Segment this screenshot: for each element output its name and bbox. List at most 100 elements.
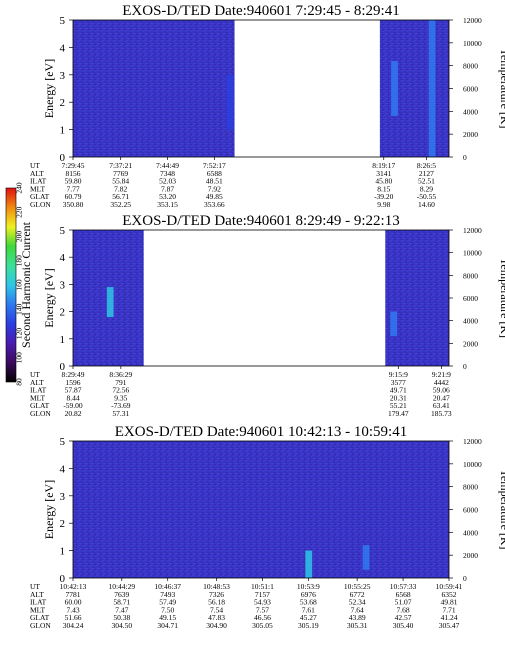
orbit-value: 7.50 — [161, 605, 174, 614]
energy-tick-label: 5 — [60, 225, 66, 237]
temperature-tick-label: 6000 — [463, 294, 478, 303]
orbit-value: 9.35 — [114, 393, 127, 402]
orbit-value: 52.03 — [159, 177, 176, 186]
orbit-value: 7157 — [255, 590, 270, 599]
orbit-row-label: GLAT — [30, 192, 50, 201]
orbit-value: 305.05 — [252, 621, 273, 630]
temperature-tick-label: 10000 — [463, 249, 482, 258]
energy-tick-label: 2 — [60, 97, 66, 109]
orbit-value: 304.50 — [111, 621, 132, 630]
orbit-value: 52.51 — [418, 177, 435, 186]
orbit-value: 54.93 — [254, 598, 271, 607]
orbit-value: 59.80 — [65, 177, 82, 186]
orbit-value: 1596 — [66, 378, 81, 387]
orbit-value: 791 — [115, 378, 127, 387]
orbit-row-label: GLAT — [30, 613, 50, 622]
orbit-value: 304.90 — [206, 621, 227, 630]
orbit-row-label: MLT — [30, 393, 46, 402]
orbit-value: 7.71 — [442, 605, 455, 614]
orbit-row-label: UT — [30, 582, 40, 591]
orbit-row-label: GLON — [30, 200, 51, 209]
panel-title: EXOS-D/TED Date:940601 8:29:49 - 9:22:13 — [122, 213, 399, 229]
orbit-value: 41.24 — [441, 613, 458, 622]
orbit-value: 10:55:25 — [344, 582, 371, 591]
orbit-value: 7.43 — [66, 605, 79, 614]
orbit-value: 7.57 — [256, 605, 269, 614]
energy-tick-label: 3 — [60, 279, 66, 291]
orbit-value: 9:15:9 — [389, 370, 408, 379]
orbit-table: UTALTILATMLTGLATGLON10:42:13778160.007.4… — [30, 582, 463, 630]
orbit-value: 20.47 — [433, 393, 450, 402]
heatmap-feature — [391, 61, 398, 116]
temperature-tick-label: 12000 — [463, 16, 482, 25]
orbit-value: 7.54 — [210, 605, 223, 614]
orbit-value: 51.66 — [65, 613, 82, 622]
orbit-value: 7.92 — [208, 184, 221, 193]
energy-tick-label: 2 — [60, 307, 66, 319]
temperature-tick-label: 12000 — [463, 226, 482, 235]
orbit-value: 305.47 — [439, 621, 460, 630]
orbit-value: 72.56 — [112, 386, 129, 395]
orbit-value: 3141 — [376, 169, 391, 178]
orbit-value: 7:37:21 — [109, 161, 132, 170]
orbit-row-label: ILAT — [30, 177, 47, 186]
orbit-value: 7.64 — [351, 605, 364, 614]
orbit-value: 10:48:53 — [203, 582, 230, 591]
colorbar-tick-label: 120 — [15, 328, 24, 340]
orbit-value: 6976 — [301, 590, 316, 599]
orbit-value: 7:44:49 — [156, 161, 179, 170]
colorbar-tick-label: 100 — [15, 352, 24, 364]
orbit-row-label: GLON — [30, 409, 51, 418]
orbit-value: 60.79 — [65, 192, 82, 201]
orbit-value: 10:44:29 — [108, 582, 135, 591]
orbit-value: 2127 — [419, 169, 434, 178]
orbit-value: 7:52:17 — [203, 161, 226, 170]
panel-3: EXOS-D/TED Date:940601 10:42:13 - 10:59:… — [30, 424, 505, 630]
orbit-value: 6352 — [442, 590, 457, 599]
orbit-value: 56.71 — [112, 192, 129, 201]
energy-tick-label: 0 — [60, 152, 66, 164]
orbit-value: 179.47 — [388, 409, 409, 418]
energy-tick-label: 5 — [60, 436, 66, 448]
orbit-value: 7769 — [113, 169, 128, 178]
energy-axis-label: Energy [eV] — [42, 268, 56, 327]
orbit-value: 8156 — [66, 169, 81, 178]
temperature-tick-label: 4000 — [463, 107, 478, 116]
orbit-value: 47.83 — [208, 613, 225, 622]
orbit-value: 45.27 — [300, 613, 317, 622]
orbit-value: 60.00 — [65, 598, 82, 607]
temperature-tick-label: 8000 — [463, 62, 478, 71]
orbit-value: 50.38 — [113, 613, 130, 622]
orbit-value: 51.07 — [395, 598, 412, 607]
heatmap-feature — [362, 545, 370, 570]
orbit-value: 49.81 — [441, 598, 458, 607]
orbit-row-label: ILAT — [30, 598, 47, 607]
temperature-axis-label: Temperature [K] — [498, 469, 505, 549]
energy-tick-label: 0 — [60, 573, 66, 585]
temperature-tick-label: 6000 — [463, 85, 478, 94]
orbit-value: 63.41 — [433, 401, 450, 410]
temperature-tick-label: 0 — [463, 574, 467, 583]
orbit-value: 10:53:9 — [297, 582, 320, 591]
orbit-value: 305.19 — [298, 621, 319, 630]
orbit-value: 353.15 — [157, 200, 178, 209]
orbit-value: -73.69 — [111, 401, 131, 410]
colorbar-strip — [5, 187, 17, 383]
energy-tick-label: 4 — [60, 463, 66, 475]
orbit-value: 350.80 — [63, 200, 84, 209]
orbit-value: 52.34 — [349, 598, 366, 607]
orbit-value: -59.00 — [63, 401, 83, 410]
orbit-value: 8.15 — [377, 184, 390, 193]
orbit-value: 9.98 — [377, 200, 390, 209]
orbit-value: 352.25 — [110, 200, 131, 209]
colorbar-tick-label: 80 — [15, 378, 24, 386]
heatmap-feature — [428, 20, 436, 157]
orbit-row-label: GLAT — [30, 401, 50, 410]
heatmap-segment — [385, 230, 449, 366]
orbit-row-label: GLON — [30, 621, 51, 630]
energy-tick-label: 3 — [60, 70, 66, 82]
orbit-value: 7781 — [66, 590, 81, 599]
orbit-value: 43.89 — [349, 613, 366, 622]
heatmap-segment — [73, 441, 449, 578]
